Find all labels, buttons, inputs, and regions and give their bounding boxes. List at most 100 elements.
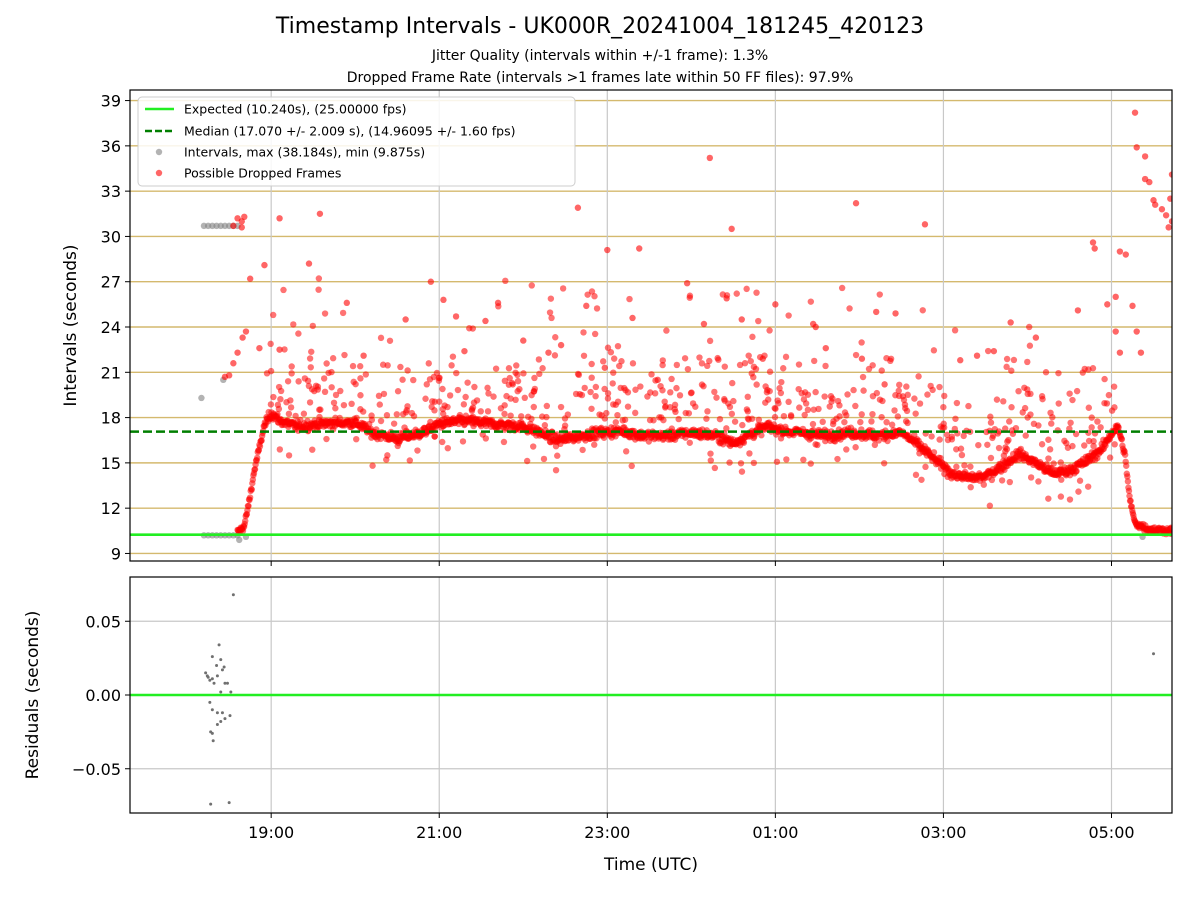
dropped-frame-point	[989, 434, 996, 442]
dropped-frame-point	[610, 369, 617, 376]
dropped-frame-point	[696, 354, 703, 361]
dropped-frame-point	[1074, 307, 1082, 314]
dropped-frame-point	[377, 334, 385, 342]
dropped-frame-point	[348, 400, 355, 408]
dropped-frame-point	[852, 402, 859, 410]
dropped-frame-point	[315, 286, 322, 293]
dropped-frame-point	[514, 371, 521, 379]
dropped-frame-point	[911, 395, 918, 402]
dropped-frame-point	[1162, 212, 1170, 219]
dropped-frame-point	[557, 403, 565, 411]
dropped-frame-point	[951, 327, 959, 334]
dropped-frame-point	[494, 299, 502, 307]
residual-y-tick-label: −0.05	[72, 760, 121, 779]
dropped-frame-point	[844, 391, 851, 398]
dropped-frame-point	[552, 466, 560, 474]
dropped-frame-point	[663, 327, 670, 334]
dropped-frame-point	[731, 418, 739, 425]
dropped-frame-point	[404, 367, 411, 374]
dropped-frame-point	[773, 458, 781, 465]
dropped-frame-point	[545, 349, 552, 356]
dropped-frame-point	[987, 419, 995, 426]
dropped-frame-point	[308, 348, 315, 355]
dropped-frame-point	[921, 221, 929, 228]
dropped-frame-point	[1133, 144, 1140, 151]
dropped-frame-point	[425, 360, 432, 367]
dropped-frame-point	[632, 409, 639, 417]
dropped-frame-point	[795, 361, 803, 368]
dropped-frame-point	[661, 398, 668, 405]
dropped-frame-point	[461, 347, 468, 355]
dropped-frame-point	[807, 298, 815, 305]
dropped-frame-point	[706, 154, 714, 162]
dropped-frame-point	[1066, 390, 1073, 397]
dropped-frame-point	[673, 361, 681, 369]
dropped-frame-point	[471, 383, 478, 391]
dropped-frame-point	[987, 454, 995, 462]
dropped-frame-point	[721, 363, 728, 370]
dropped-frame-point	[857, 418, 864, 426]
dropped-frame-point	[787, 412, 795, 419]
dropped-frame-point	[745, 352, 752, 359]
dropped-frame-point	[918, 476, 925, 483]
dropped-frame-point	[707, 457, 715, 464]
dropped-frame-point	[501, 402, 508, 409]
dropped-frame-point	[288, 363, 295, 370]
dropped-frame-point	[446, 392, 454, 399]
dropped-frame-point	[484, 384, 491, 392]
dropped-frame-point	[601, 385, 608, 393]
dropped-frame-point	[535, 356, 543, 363]
intervals-plot: 9 12 15 18 21 24 27 30 33 36 39 Intervals (seconds)…	[61, 89, 1173, 566]
dropped-frame-point	[771, 413, 779, 421]
dropped-frame-point	[876, 396, 884, 403]
dropped-frame-point	[285, 452, 293, 459]
dropped-frame-point	[311, 387, 318, 395]
dropped-frame-point	[482, 317, 489, 325]
dropped-frame-point	[270, 393, 277, 401]
dropped-frame-point	[812, 388, 819, 396]
dropped-frame-point	[967, 463, 974, 470]
dropped-frame-point	[1116, 248, 1124, 255]
dropped-frame-point	[1045, 495, 1052, 502]
dropped-frame-point	[987, 413, 994, 420]
dropped-frame-point	[1084, 483, 1092, 490]
dropped-frame-point	[685, 410, 693, 417]
dropped-frame-point	[836, 413, 843, 420]
dropped-frame-point	[507, 412, 514, 419]
y-tick-label: 27	[101, 273, 121, 292]
dropped-frame-point	[241, 213, 248, 221]
y-tick-label: 36	[101, 137, 121, 156]
residual-point	[1152, 652, 1156, 656]
dropped-frame-point	[1121, 451, 1129, 458]
dropped-frame-point	[314, 383, 322, 390]
dropped-frame-point	[755, 416, 763, 424]
dropped-frame-point	[477, 408, 484, 415]
dropped-frame-point	[810, 406, 817, 413]
dropped-frame-point	[267, 340, 274, 348]
dropped-frame-point	[1027, 411, 1034, 418]
dropped-frame-point	[393, 411, 401, 418]
dropped-frame-point	[618, 358, 625, 365]
dropped-frame-point	[591, 330, 599, 338]
dropped-frame-point	[1101, 375, 1108, 383]
dropped-frame-point	[575, 371, 583, 379]
residual-point	[215, 723, 219, 726]
dropped-frame-point	[904, 391, 911, 399]
dropped-frame-point	[1038, 441, 1046, 448]
dropped-frame-point	[815, 405, 822, 413]
dropped-frame-point	[858, 339, 865, 346]
dropped-frame-point	[1042, 369, 1050, 376]
dropped-frame-point	[1129, 302, 1136, 310]
dropped-frame-point	[1039, 395, 1046, 403]
dropped-frame-point	[749, 333, 756, 341]
x-tick-label: 01:00	[752, 823, 798, 842]
residual-point	[205, 674, 209, 678]
dropped-frame-point	[1158, 206, 1166, 213]
dropped-frame-point	[380, 390, 388, 398]
dropped-frame-point	[285, 410, 293, 418]
dropped-frame-point	[766, 368, 774, 375]
dropped-frame-point	[772, 405, 779, 412]
residual-point	[219, 690, 223, 694]
dropped-frame-point	[1055, 369, 1062, 377]
dropped-frame-point	[536, 370, 543, 378]
